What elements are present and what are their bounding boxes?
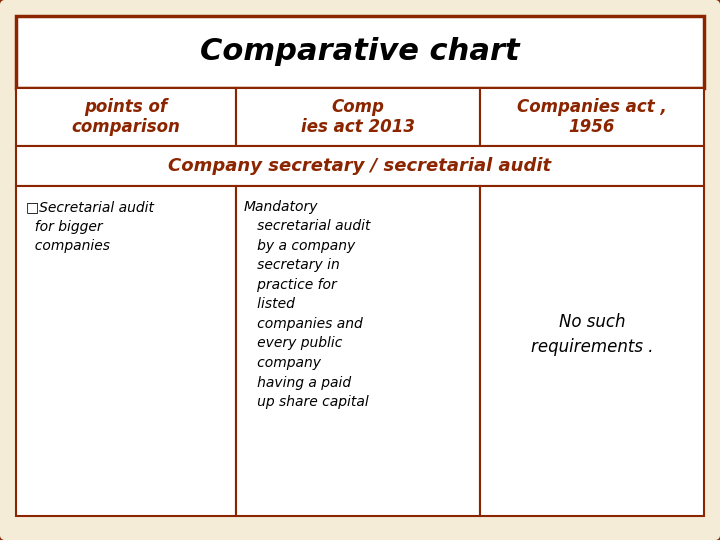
Bar — [236, 186, 480, 516]
Bar — [16, 186, 236, 516]
Text: Company secretary / secretarial audit: Company secretary / secretarial audit — [168, 157, 552, 175]
Text: Comp
ies act 2013: Comp ies act 2013 — [301, 98, 415, 137]
Text: Comparative chart: Comparative chart — [200, 37, 520, 66]
Bar — [480, 88, 704, 146]
Text: No such
requirements .: No such requirements . — [531, 313, 653, 356]
Bar — [16, 146, 704, 186]
Bar — [16, 16, 704, 88]
Text: □Secretarial audit
  for bigger
  companies: □Secretarial audit for bigger companies — [26, 200, 154, 253]
Text: points of
comparison: points of comparison — [71, 98, 181, 137]
Bar — [16, 88, 236, 146]
Text: Companies act ,
1956: Companies act , 1956 — [517, 98, 667, 137]
Bar — [236, 88, 480, 146]
Bar — [480, 186, 704, 516]
Text: Mandatory
   secretarial audit
   by a company
   secretary in
   practice for
 : Mandatory secretarial audit by a company… — [244, 200, 371, 409]
